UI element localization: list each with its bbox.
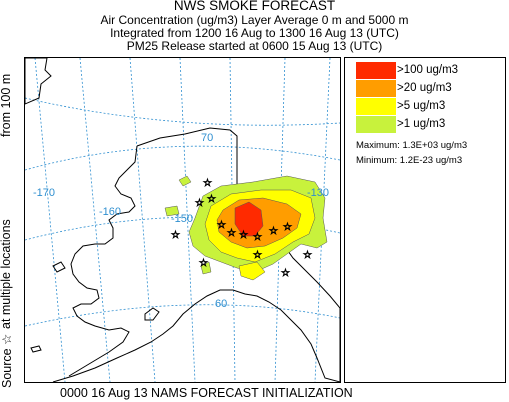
lat-line-70 <box>25 145 340 171</box>
lat-label-70: 70 <box>201 132 213 144</box>
lat-line-60 <box>25 304 340 327</box>
side-label-locations: at multiple locations <box>0 219 13 329</box>
source-star: ☆ <box>253 250 262 261</box>
alaska-coastline <box>52 127 340 382</box>
source-markers: ☆ ☆ ☆ ☆ ☆ ☆ ☆ ☆ ☆ ☆ ☆ ☆ ☆ ☆ <box>171 178 313 280</box>
island-st-lawrence <box>52 261 66 273</box>
legend-label-gt100: >100 ug/m3 <box>397 64 459 76</box>
source-star: ☆ <box>217 220 226 231</box>
subtitle-line-1: Air Concentration (ug/m3) Layer Average … <box>100 13 409 27</box>
source-star: ☆ <box>207 194 216 205</box>
lon-line-1 <box>34 58 66 382</box>
legend-label-gt1: >1 ug/m3 <box>397 118 446 130</box>
source-star: ☆ <box>281 268 290 279</box>
plume-fragment-2 <box>164 205 180 217</box>
alaska-map: ☆ ☆ ☆ ☆ ☆ ☆ ☆ ☆ ☆ ☆ ☆ ☆ ☆ ☆ 70 60 -170 -… <box>25 58 340 382</box>
plume-fragment-1 <box>178 175 192 187</box>
smoke-plume <box>164 175 328 281</box>
side-label-source: Source ☆ <box>0 333 14 388</box>
source-star: ☆ <box>239 230 248 241</box>
subtitle-line-2: Integrated from 1200 16 Aug to 1300 16 A… <box>110 26 399 40</box>
source-star: ☆ <box>283 222 292 233</box>
legend-panel: >100 ug/m3 >20 ug/m3 >5 ug/m3 >1 ug/m3 M… <box>344 57 506 383</box>
source-star: ☆ <box>303 250 312 261</box>
legend-swatch-gt20 <box>356 80 396 97</box>
minimum-value: Minimum: 1.2E-23 ug/m3 <box>356 155 463 166</box>
source-star: ☆ <box>199 258 208 269</box>
source-star: ☆ <box>269 226 278 237</box>
island-kodiak <box>144 307 160 321</box>
legend-swatch-gt5 <box>356 98 396 115</box>
maximum-value: Maximum: 1.3E+03 ug/m3 <box>356 140 468 151</box>
lon-label-170: -170 <box>33 187 55 199</box>
lon-label-150: -150 <box>171 213 193 225</box>
subtitle-line-3: PM25 Release started at 0600 15 Aug 13 (… <box>126 39 383 53</box>
lat-line-75 <box>25 97 340 126</box>
lon-label-160: -160 <box>99 206 121 218</box>
plume-fragment-3 <box>238 261 266 281</box>
lon-line-3 <box>129 58 156 382</box>
lon-line-2 <box>79 58 111 382</box>
plume-fragment-4 <box>200 261 212 275</box>
legend-label-gt20: >20 ug/m3 <box>397 82 452 94</box>
plume-gt100 <box>234 201 264 237</box>
legend-swatch-gt1 <box>356 116 396 133</box>
legend-swatch-gt100 <box>356 62 396 79</box>
lat-label-60: 60 <box>215 298 227 310</box>
legend-label-gt5: >5 ug/m3 <box>397 100 446 112</box>
source-star: ☆ <box>203 178 212 189</box>
footer-initialization: 0000 16 Aug 13 NAMS FORECAST INITIALIZAT… <box>60 386 353 400</box>
source-star: ☆ <box>171 230 180 241</box>
source-star: ☆ <box>227 228 236 239</box>
source-star: ☆ <box>195 198 204 209</box>
side-label-height: from 100 m <box>0 73 13 137</box>
map-panel: ☆ ☆ ☆ ☆ ☆ ☆ ☆ ☆ ☆ ☆ ☆ ☆ ☆ ☆ 70 60 -170 -… <box>24 57 341 383</box>
lon-label-130: -130 <box>307 187 329 199</box>
forecast-title: NWS SMOKE FORECAST <box>173 0 336 13</box>
source-star: ☆ <box>253 232 262 243</box>
russia-coast <box>25 58 52 105</box>
island-pribilof <box>30 345 42 353</box>
